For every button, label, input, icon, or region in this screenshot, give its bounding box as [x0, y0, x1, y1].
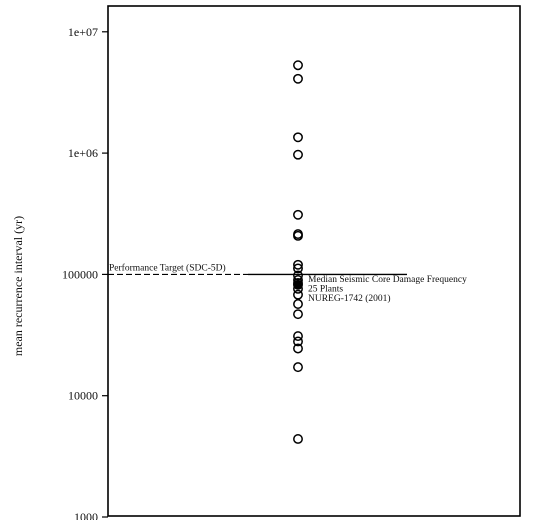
reference-lines: Performance Target (SDC-5D) [108, 262, 407, 276]
plot-frame [107, 5, 521, 517]
data-point [293, 263, 303, 274]
y-tick-label: 1e+07 [68, 25, 98, 39]
data-point [293, 299, 303, 309]
data-point [293, 362, 303, 373]
y-axis-title: mean recurrence interval (yr) [11, 216, 25, 356]
data-point [293, 259, 303, 270]
median-annotation-line: Median Seismic Core Damage Frequency [308, 275, 467, 285]
y-tick-label: 1000 [74, 510, 98, 520]
data-point [293, 73, 303, 84]
data-point [293, 149, 303, 160]
median-point [293, 280, 303, 290]
data-point [293, 289, 303, 300]
data-point [293, 343, 303, 354]
data-point [293, 60, 303, 71]
y-tick-label: 10000 [68, 389, 98, 403]
performance-target-label: Performance Target (SDC-5D) [109, 262, 226, 273]
data-point [293, 209, 303, 220]
y-tick-label: 1e+06 [68, 146, 98, 160]
data-point [293, 331, 303, 342]
y-axis: 1000 10000 100000 1e+06 1e+07 [62, 25, 108, 520]
data-point [293, 230, 303, 241]
data-point [293, 309, 303, 320]
data-point [293, 270, 303, 281]
y-tick-label: 100000 [62, 267, 98, 281]
data-points [293, 60, 303, 444]
median-annotation-line: NUREG-1742 (2001) [308, 293, 391, 304]
data-point [293, 132, 303, 143]
data-point [293, 433, 303, 444]
data-point [293, 336, 303, 347]
median-annotation-line: 25 Plants [308, 284, 343, 294]
